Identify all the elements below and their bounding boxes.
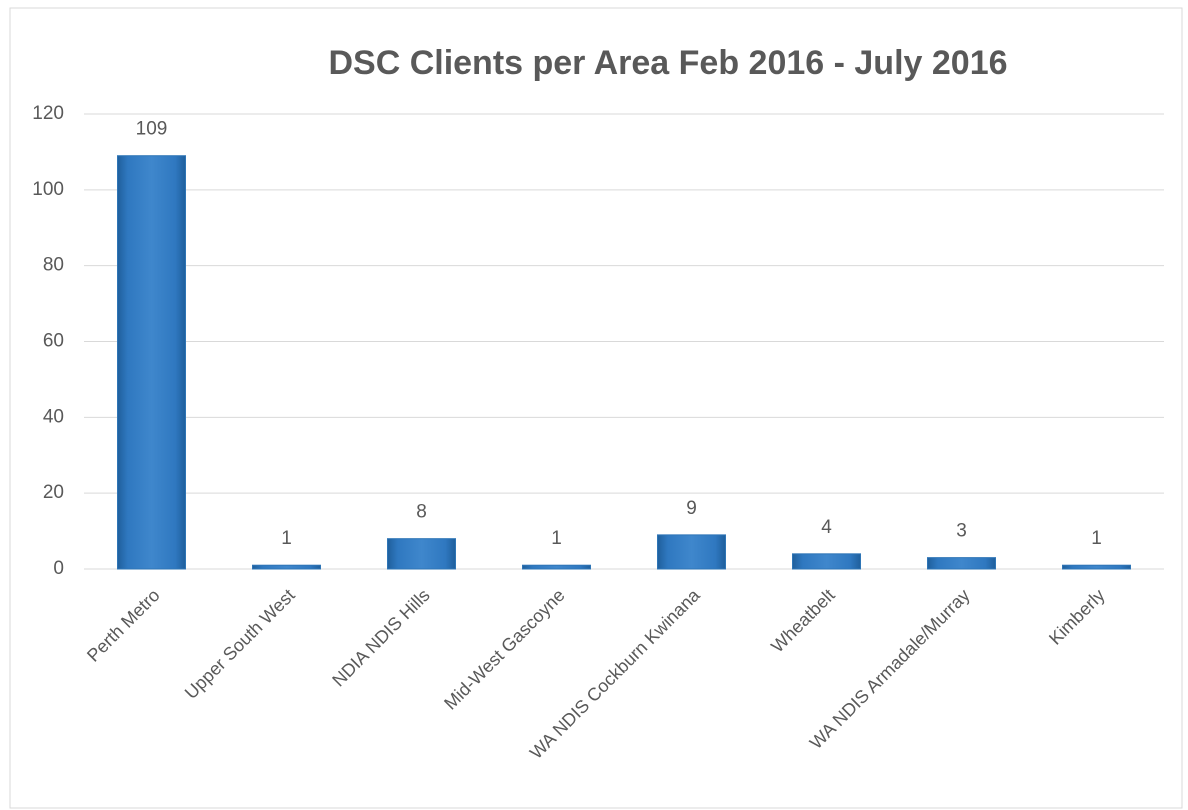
bar xyxy=(522,564,591,570)
value-label: 4 xyxy=(821,517,832,538)
value-label: 9 xyxy=(686,498,697,519)
y-tick-label: 0 xyxy=(53,558,64,579)
y-tick-label: 120 xyxy=(32,103,64,124)
y-tick-label: 100 xyxy=(32,179,64,200)
bar xyxy=(1062,564,1131,570)
value-label: 109 xyxy=(136,119,168,140)
y-tick-label: 80 xyxy=(43,255,64,276)
chart-frame xyxy=(9,7,1183,809)
bar xyxy=(792,553,861,570)
value-label: 1 xyxy=(551,528,562,549)
y-tick-label: 20 xyxy=(43,482,64,503)
bar xyxy=(657,534,726,570)
value-label: 1 xyxy=(1091,528,1102,549)
y-tick-label: 60 xyxy=(43,331,64,352)
bar xyxy=(117,155,186,570)
y-tick-label: 40 xyxy=(43,406,64,427)
chart-title: DSC Clients per Area Feb 2016 - July 201… xyxy=(328,44,1007,82)
value-label: 3 xyxy=(956,521,967,542)
bar xyxy=(927,557,996,570)
bar xyxy=(387,538,456,570)
bar xyxy=(252,564,321,570)
value-label: 8 xyxy=(416,502,427,523)
value-label: 1 xyxy=(281,528,292,549)
